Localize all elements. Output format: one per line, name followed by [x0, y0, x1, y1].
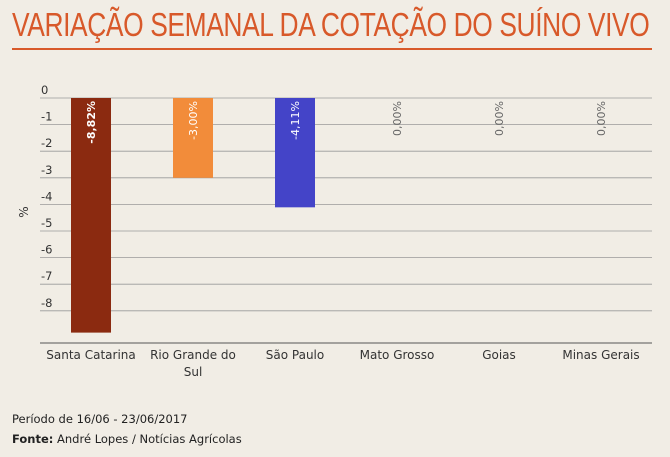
period-note: Período de 16/06 - 23/06/2017 [12, 412, 188, 426]
data-label: -4,11% [289, 101, 302, 140]
y-axis-label: % [17, 206, 31, 217]
y-tick-label: -7 [41, 269, 52, 283]
chart-title: VARIAÇÃO SEMANAL DA COTAÇÃO DO SUÍNO VIV… [12, 6, 650, 43]
bar [71, 98, 111, 333]
source-note: Fonte: André Lopes / Notícias Agrícolas [12, 432, 242, 446]
y-tick-label: -2 [41, 136, 52, 150]
data-label: 0,00% [595, 101, 608, 136]
x-tick-label: Rio Grande do [150, 348, 236, 362]
x-tick-label: Mato Grosso [360, 348, 435, 362]
bar [275, 98, 315, 208]
title-underline [12, 48, 652, 50]
y-tick-label: -8 [41, 296, 52, 310]
y-tick-label: 0 [41, 83, 48, 97]
x-tick-label: Goias [482, 348, 516, 362]
source-label: Fonte: [12, 432, 54, 446]
source-text: André Lopes / Notícias Agrícolas [57, 432, 242, 446]
data-label: -8,82% [85, 101, 98, 144]
x-tick-label: São Paulo [266, 348, 324, 362]
data-label: -3,00% [187, 101, 200, 140]
y-tick-label: -6 [41, 243, 52, 257]
x-tick-label: Sul [184, 365, 203, 379]
y-tick-label: -5 [41, 216, 52, 230]
data-label: 0,00% [391, 101, 404, 136]
y-tick-label: -1 [41, 110, 52, 124]
x-tick-label: Santa Catarina [46, 348, 135, 362]
bar-chart: 0 -1 -2 -3 -4 -5 -6 -7 -8% -8,82% Santa Catarina -3… [17, 83, 652, 379]
y-tick-label: -3 [41, 163, 52, 177]
x-tick-label: Minas Gerais [562, 348, 639, 362]
y-tick-label: -4 [41, 189, 52, 203]
data-label: 0,00% [493, 101, 506, 136]
bar [173, 98, 213, 178]
